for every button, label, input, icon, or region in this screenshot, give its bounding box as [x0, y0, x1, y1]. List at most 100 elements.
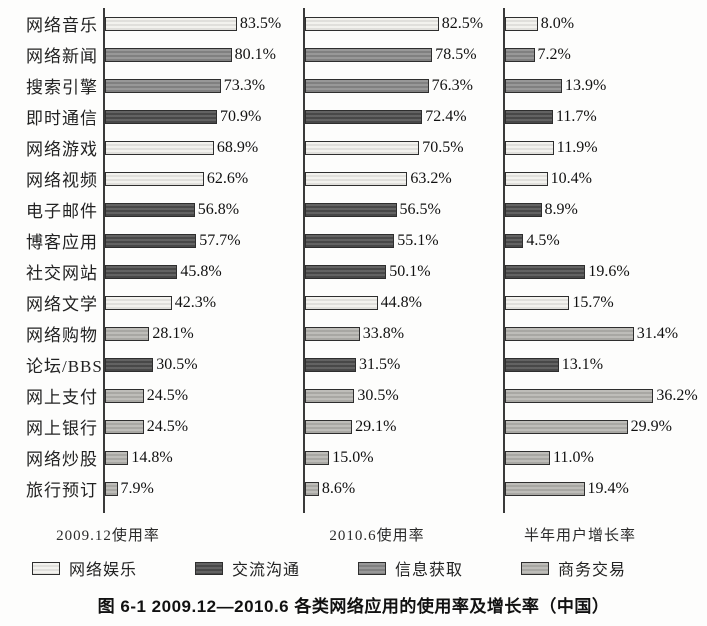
bar	[305, 326, 360, 341]
bar-cell: 11.7%	[503, 101, 707, 132]
bar-value-label: 31.4%	[636, 324, 679, 342]
category-label: 旅行预订	[26, 481, 98, 500]
figure-caption: 图 6-1 2009.12—2010.6 各类网络应用的使用率及增长率（中国）	[97, 597, 610, 616]
bar-cell: 63.2%	[303, 163, 503, 194]
bar-value-label: 14.8%	[131, 448, 173, 466]
bar-value-label: 63.2%	[410, 169, 452, 187]
bar	[305, 450, 330, 465]
category-label: 网络炒股	[26, 450, 98, 469]
bar-value-label: 62.6%	[206, 169, 249, 187]
bar-cell: 28.1%	[103, 318, 303, 349]
axis-line	[503, 504, 707, 513]
bar-cell: 13.9%	[503, 70, 707, 101]
bar	[105, 295, 172, 310]
bar-value-label: 13.1%	[561, 355, 604, 373]
category-label: 网络购物	[26, 326, 98, 345]
bar-cell: 56.8%	[103, 194, 303, 225]
bar-row: 网络文学 42.3% 44.8% 15.7%	[0, 287, 707, 318]
bar-cell: 42.3%	[103, 287, 303, 318]
category-label: 搜索引擎	[26, 78, 98, 97]
bar-cell: 57.7%	[103, 225, 303, 256]
bar-cell: 14.8%	[103, 442, 303, 473]
column-title-growth-rate: 半年用户增长率	[523, 528, 637, 544]
bar	[105, 419, 144, 434]
bar	[105, 326, 150, 341]
bar	[505, 264, 586, 279]
bar-row: 即时通信 70.9% 72.4% 11.7%	[0, 101, 707, 132]
bar-value-label: 19.6%	[588, 262, 630, 280]
bar-row: 网络游戏 68.9% 70.5% 11.9%	[0, 132, 707, 163]
bar	[505, 326, 634, 341]
bar	[505, 481, 585, 496]
bar-value-label: 80.1%	[234, 45, 276, 63]
bar	[105, 171, 204, 186]
bar	[105, 140, 214, 155]
bar	[305, 233, 395, 248]
bar-value-label: 11.7%	[556, 107, 597, 125]
bar	[505, 171, 548, 186]
bar	[105, 16, 237, 31]
bar-value-label: 11.0%	[553, 448, 594, 466]
category-label: 电子邮件	[26, 202, 98, 221]
category-label: 网络新闻	[26, 47, 98, 66]
bar	[305, 481, 319, 496]
bar-cell: 8.6%	[303, 473, 503, 504]
bar-cell: 15.0%	[303, 442, 503, 473]
bar	[105, 357, 154, 372]
column-title-2009-usage: 2009.12使用率	[56, 528, 160, 544]
bar	[305, 140, 420, 155]
bar-cell: 55.1%	[303, 225, 503, 256]
legend-swatch-entertainment	[32, 561, 60, 575]
bar-row: 社交网站 45.8% 50.1% 19.6%	[0, 256, 707, 287]
category-label: 网上银行	[26, 419, 98, 438]
bar-cell: 80.1%	[103, 39, 303, 70]
legend-swatch-information	[358, 561, 386, 575]
bar-row: 搜索引擎 73.3% 76.3% 13.9%	[0, 70, 707, 101]
bar-row: 网上银行 24.5% 29.1% 29.9%	[0, 411, 707, 442]
bar	[505, 388, 654, 403]
bar	[505, 233, 524, 248]
bar-cell: 70.5%	[303, 132, 503, 163]
bar-value-label: 83.5%	[239, 14, 282, 32]
legend-item-commerce: 商务交易	[521, 556, 684, 580]
bar	[305, 47, 433, 62]
bar-cell: 83.5%	[103, 8, 303, 39]
axis-line	[303, 504, 503, 513]
legend-swatch-commerce	[521, 561, 549, 575]
bar-row: 网络视频 62.6% 63.2% 10.4%	[0, 163, 707, 194]
legend-label: 交流沟通	[232, 562, 301, 579]
bar	[305, 78, 429, 93]
bar-value-label: 8.6%	[321, 479, 356, 497]
bar-value-label: 24.5%	[146, 417, 189, 435]
bar-cell: 29.1%	[303, 411, 503, 442]
bar-row: 网上支付 24.5% 30.5% 36.2%	[0, 380, 707, 411]
bar	[305, 16, 439, 31]
bar-cell: 11.9%	[503, 132, 707, 163]
bar-value-label: 13.9%	[565, 76, 607, 94]
bar-value-label: 70.5%	[422, 138, 464, 156]
bar-value-label: 19.4%	[587, 479, 629, 497]
bar-value-label: 30.5%	[156, 355, 198, 373]
bar-cell: 82.5%	[303, 8, 503, 39]
legend-item-information: 信息获取	[358, 556, 521, 580]
bar	[505, 202, 542, 217]
bar	[505, 450, 551, 465]
bar-value-label: 7.2%	[537, 45, 571, 63]
bar-value-label: 15.0%	[332, 448, 374, 466]
axis-line	[103, 504, 303, 513]
legend: 网络娱乐 交流沟通 信息获取 商务交易	[32, 556, 692, 580]
bar-value-label: 11.9%	[556, 138, 598, 156]
bar-value-label: 8.0%	[540, 14, 575, 32]
bar-cell: 8.9%	[503, 194, 707, 225]
bar-cell: 30.5%	[303, 380, 503, 411]
bar-value-label: 31.5%	[359, 355, 401, 373]
bar-value-label: 8.9%	[544, 200, 578, 218]
bar-cell: 10.4%	[503, 163, 707, 194]
category-label: 网络音乐	[26, 16, 98, 35]
bar-row: 网络炒股 14.8% 15.0% 11.0%	[0, 442, 707, 473]
bar-value-label: 15.7%	[572, 293, 614, 311]
bar-value-label: 28.1%	[152, 324, 194, 342]
bar-row: 网络购物 28.1% 33.8% 31.4%	[0, 318, 707, 349]
bar-cell: 19.6%	[503, 256, 707, 287]
